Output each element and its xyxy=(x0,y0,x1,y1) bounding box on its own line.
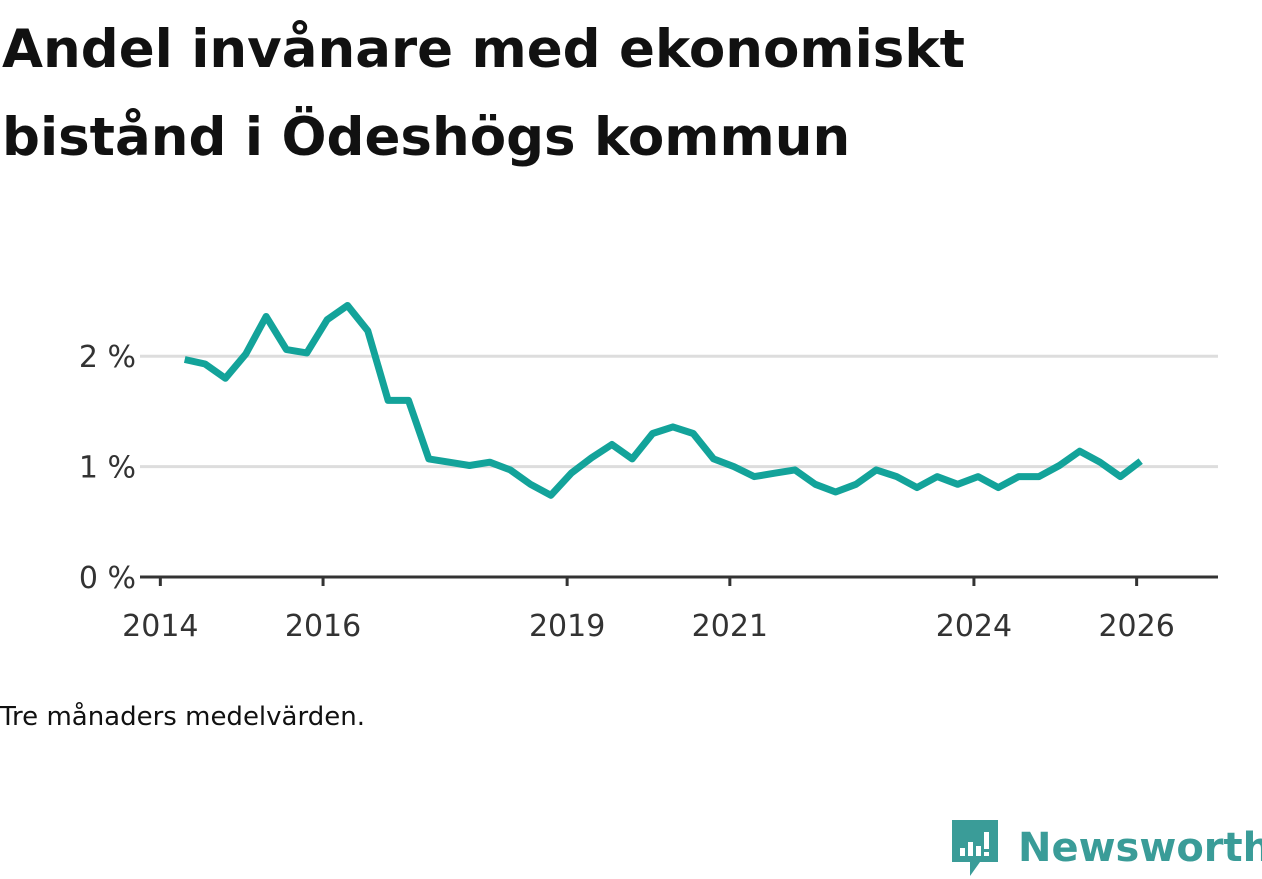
y-tick-label: 1 % xyxy=(79,451,136,486)
x-axis xyxy=(140,575,1218,586)
newsworthy-logo[interactable]: Newsworthy xyxy=(950,818,1262,878)
x-tick-label: 2014 xyxy=(122,609,198,644)
line-chart: 0 % 1 % 2 % 2014 2016 2019 2021 2024 2026 xyxy=(79,302,1218,644)
gridlines xyxy=(140,354,1218,469)
y-tick-labels: 0 % 1 % 2 % xyxy=(79,340,136,596)
x-tick-label: 2024 xyxy=(936,609,1012,644)
x-tick-labels: 2014 2016 2019 2021 2024 2026 xyxy=(122,609,1175,644)
series-line xyxy=(183,302,1143,499)
y-tick-label: 0 % xyxy=(79,561,136,596)
y-tick-label: 2 % xyxy=(79,340,136,375)
x-tick-label: 2021 xyxy=(692,609,768,644)
x-tick-label: 2016 xyxy=(285,609,361,644)
x-tick-label: 2026 xyxy=(1098,609,1174,644)
data-series xyxy=(183,302,1143,499)
brand-name: Newsworthy xyxy=(1018,825,1262,871)
bar-chart-bubble-icon xyxy=(952,820,998,876)
chart-note: Tre månaders medelvärden. xyxy=(0,702,365,732)
x-tick-label: 2019 xyxy=(529,609,605,644)
chart-title: Andel invånare med ekonomiskt bistånd i … xyxy=(2,19,965,168)
